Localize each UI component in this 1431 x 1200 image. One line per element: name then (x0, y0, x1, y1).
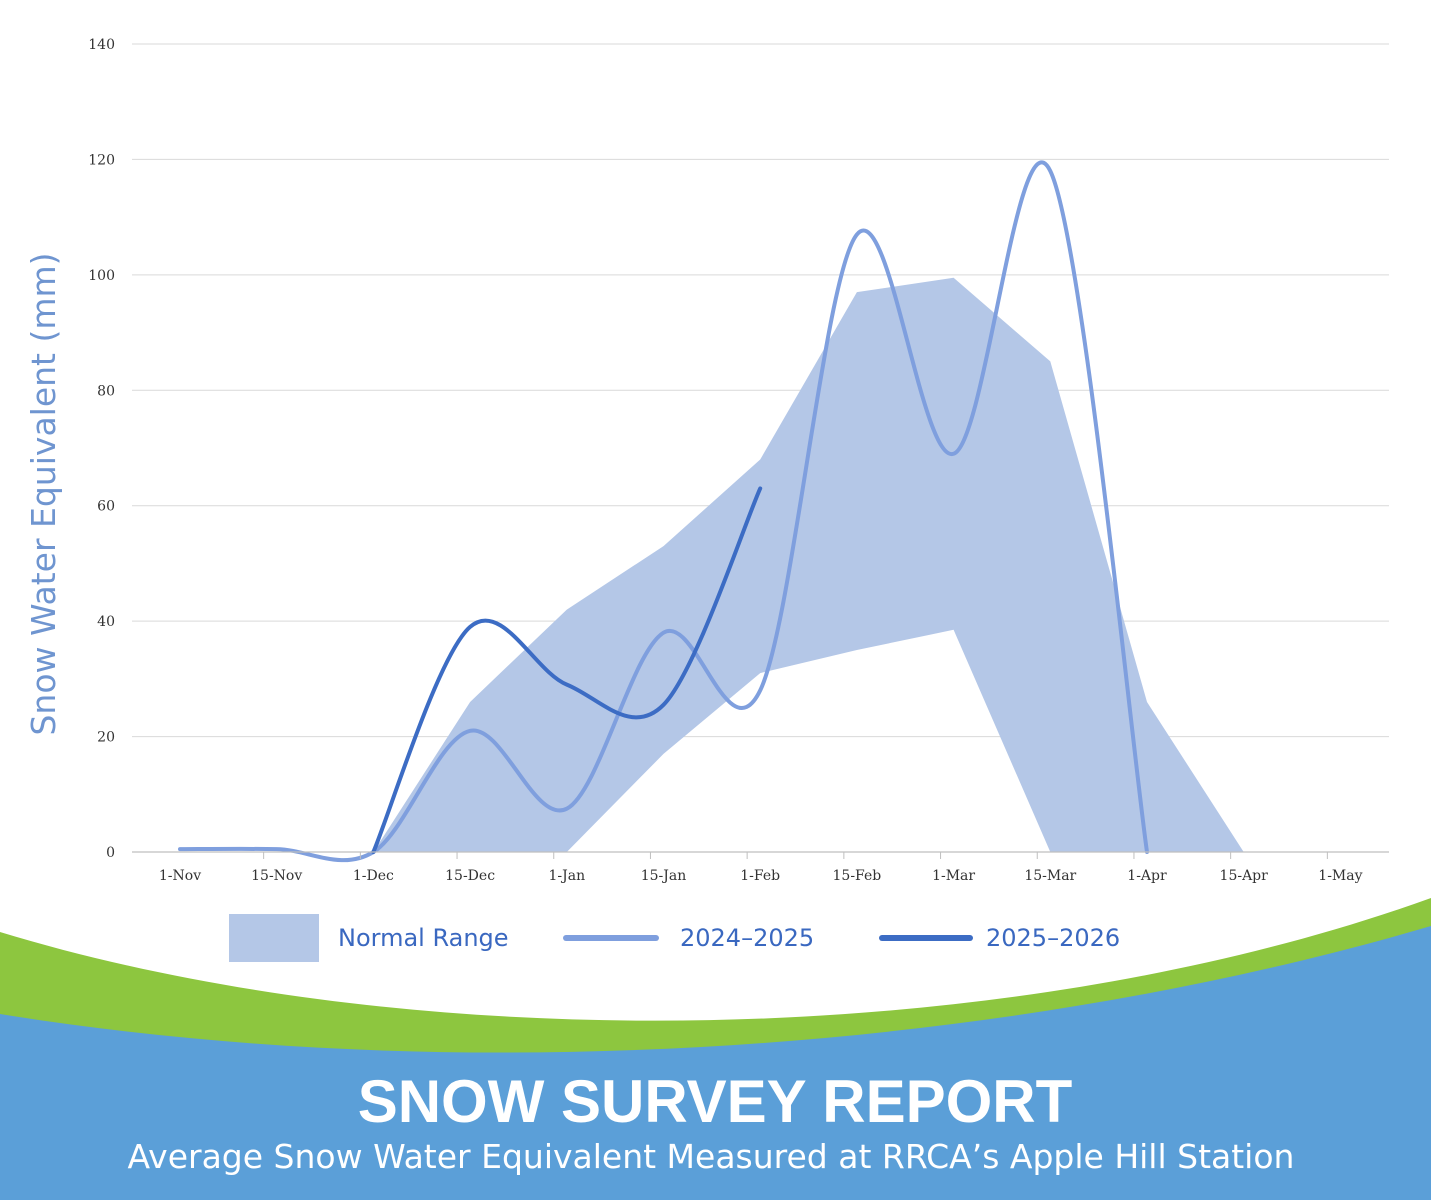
report-banner: SNOW SURVEY REPORT Average Snow Water Eq… (0, 898, 1431, 1200)
banner-subtitle: Average Snow Water Equivalent Measured a… (128, 1137, 1295, 1176)
x-tick-label: 1-Feb (740, 868, 780, 884)
y-tick-label: 120 (88, 152, 115, 168)
x-axis-ticks: 1-Nov 15-Nov 1-Dec 15-Dec 1-Jan 15-Jan 1-Feb 15… (159, 868, 1363, 884)
series-line-2024-2025 (178, 160, 1149, 863)
series-lines (178, 160, 1149, 863)
x-tick-label: 15-Feb (833, 868, 882, 884)
banner-title: SNOW SURVEY REPORT (358, 1068, 1073, 1135)
y-axis-title: Snow Water Equivalent (mm) (24, 252, 63, 735)
y-tick-label: 20 (97, 730, 115, 746)
y-tick-label: 40 (97, 614, 115, 630)
x-axis (132, 851, 1389, 859)
normal-range-area-layer (373, 277, 1244, 852)
x-tick-label: 15-Mar (1024, 868, 1076, 884)
legend-label-2025-2026: 2025–2026 (986, 924, 1120, 952)
y-tick-label: 140 (88, 37, 115, 53)
x-tick-label: 1-Apr (1127, 868, 1167, 884)
x-tick-label: 15-Nov (251, 868, 302, 884)
legend: Normal Range 2024–2025 2025–2026 (229, 914, 1120, 962)
legend-label-2024-2025: 2024–2025 (680, 924, 814, 952)
y-tick-label: 100 (88, 268, 115, 284)
y-tick-label: 80 (97, 383, 115, 399)
x-tick-label: 1-Nov (159, 868, 201, 884)
legend-swatch-normal-range (229, 914, 319, 962)
legend-label-normal-range: Normal Range (338, 924, 509, 952)
x-tick-label: 15-Dec (445, 868, 495, 884)
y-tick-label: 60 (97, 499, 115, 515)
x-tick-label: 15-Apr (1220, 868, 1269, 884)
series-line-2025-2026 (371, 486, 763, 854)
x-tick-label: 15-Jan (641, 868, 687, 884)
banner-blue-background (0, 926, 1431, 1200)
y-axis-ticks: 0 20 40 60 80 100 120 140 (88, 37, 115, 861)
x-tick-label: 1-Dec (353, 868, 394, 884)
x-tick-label: 1-Mar (932, 868, 975, 884)
x-tick-label: 1-Jan (548, 868, 585, 884)
x-tick-label: 1-May (1318, 868, 1362, 884)
normal-range-area (373, 277, 1244, 852)
y-tick-label: 0 (106, 845, 115, 861)
